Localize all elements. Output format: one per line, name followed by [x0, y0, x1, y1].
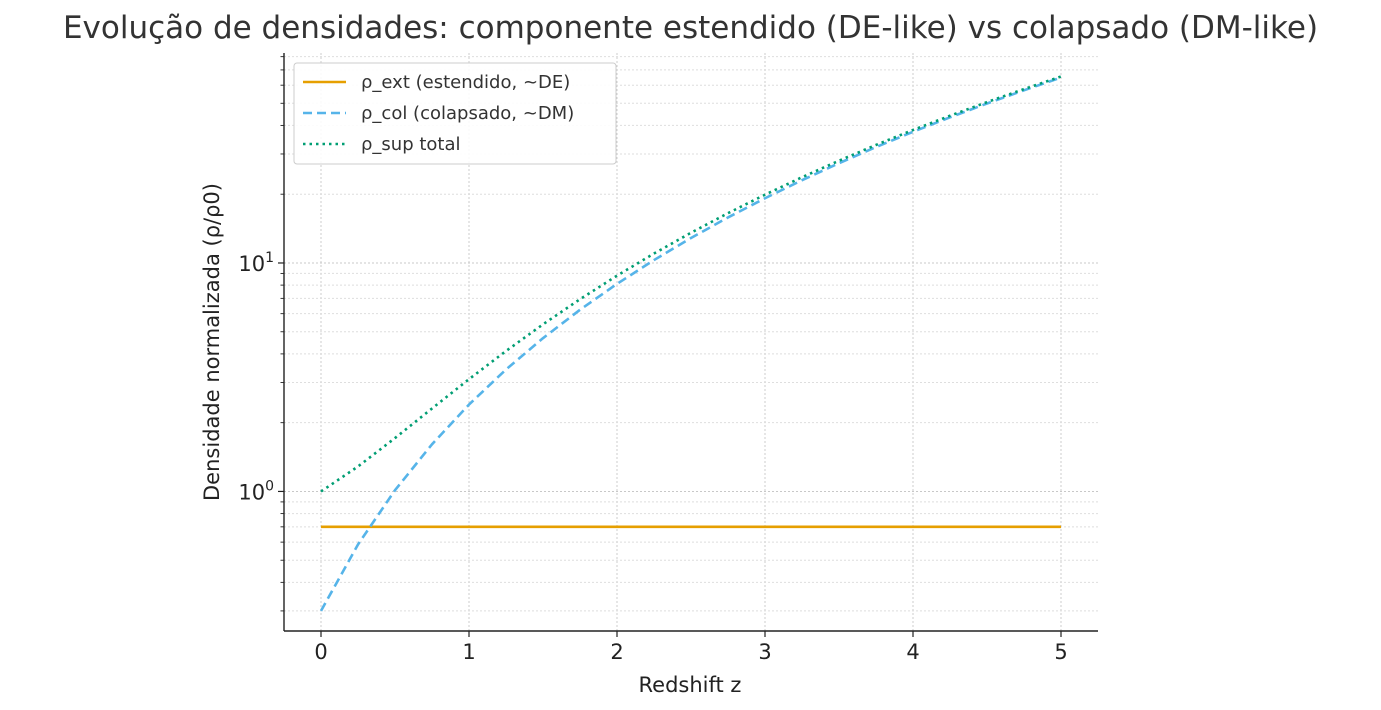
axes [278, 53, 1098, 637]
legend-entry-rho-sup: ρ_sup total [303, 134, 461, 155]
x-tick-label: 5 [1054, 640, 1067, 664]
series-line-rho-sup [320, 75, 1062, 493]
chart-title: Evolução de densidades: componente esten… [62, 10, 1319, 46]
x-tick-label: 1 [462, 640, 475, 664]
x-tick-label: 0 [314, 640, 327, 664]
y-tick-label: 101 [238, 250, 274, 276]
x-tick-label: 2 [610, 640, 623, 664]
x-tick-label: 3 [758, 640, 771, 664]
series-line-rho-col [319, 76, 1062, 612]
legend-box [293, 62, 617, 165]
x-tick-label: 4 [906, 640, 919, 664]
y-axis-label: Densidade normalizada (ρ/ρ0) [200, 183, 224, 501]
legend-label: ρ_col (colapsado, ~DM) [361, 103, 574, 124]
y-tick-label: 100 [238, 478, 274, 504]
series-lines [319, 75, 1062, 612]
legend-label: ρ_sup total [361, 134, 461, 155]
legend-entry-rho-ext: ρ_ext (estendido, ~DE) [303, 72, 570, 93]
x-axis-label: Redshift z [639, 673, 742, 697]
tick-labels: 0 1 2 3 4 5 100 101 [238, 250, 1067, 664]
legend-label: ρ_ext (estendido, ~DE) [361, 72, 570, 93]
legend: ρ_ext (estendido, ~DE) ρ_col (colapsado, … [293, 62, 617, 165]
legend-entry-rho-col: ρ_col (colapsado, ~DM) [303, 103, 574, 124]
